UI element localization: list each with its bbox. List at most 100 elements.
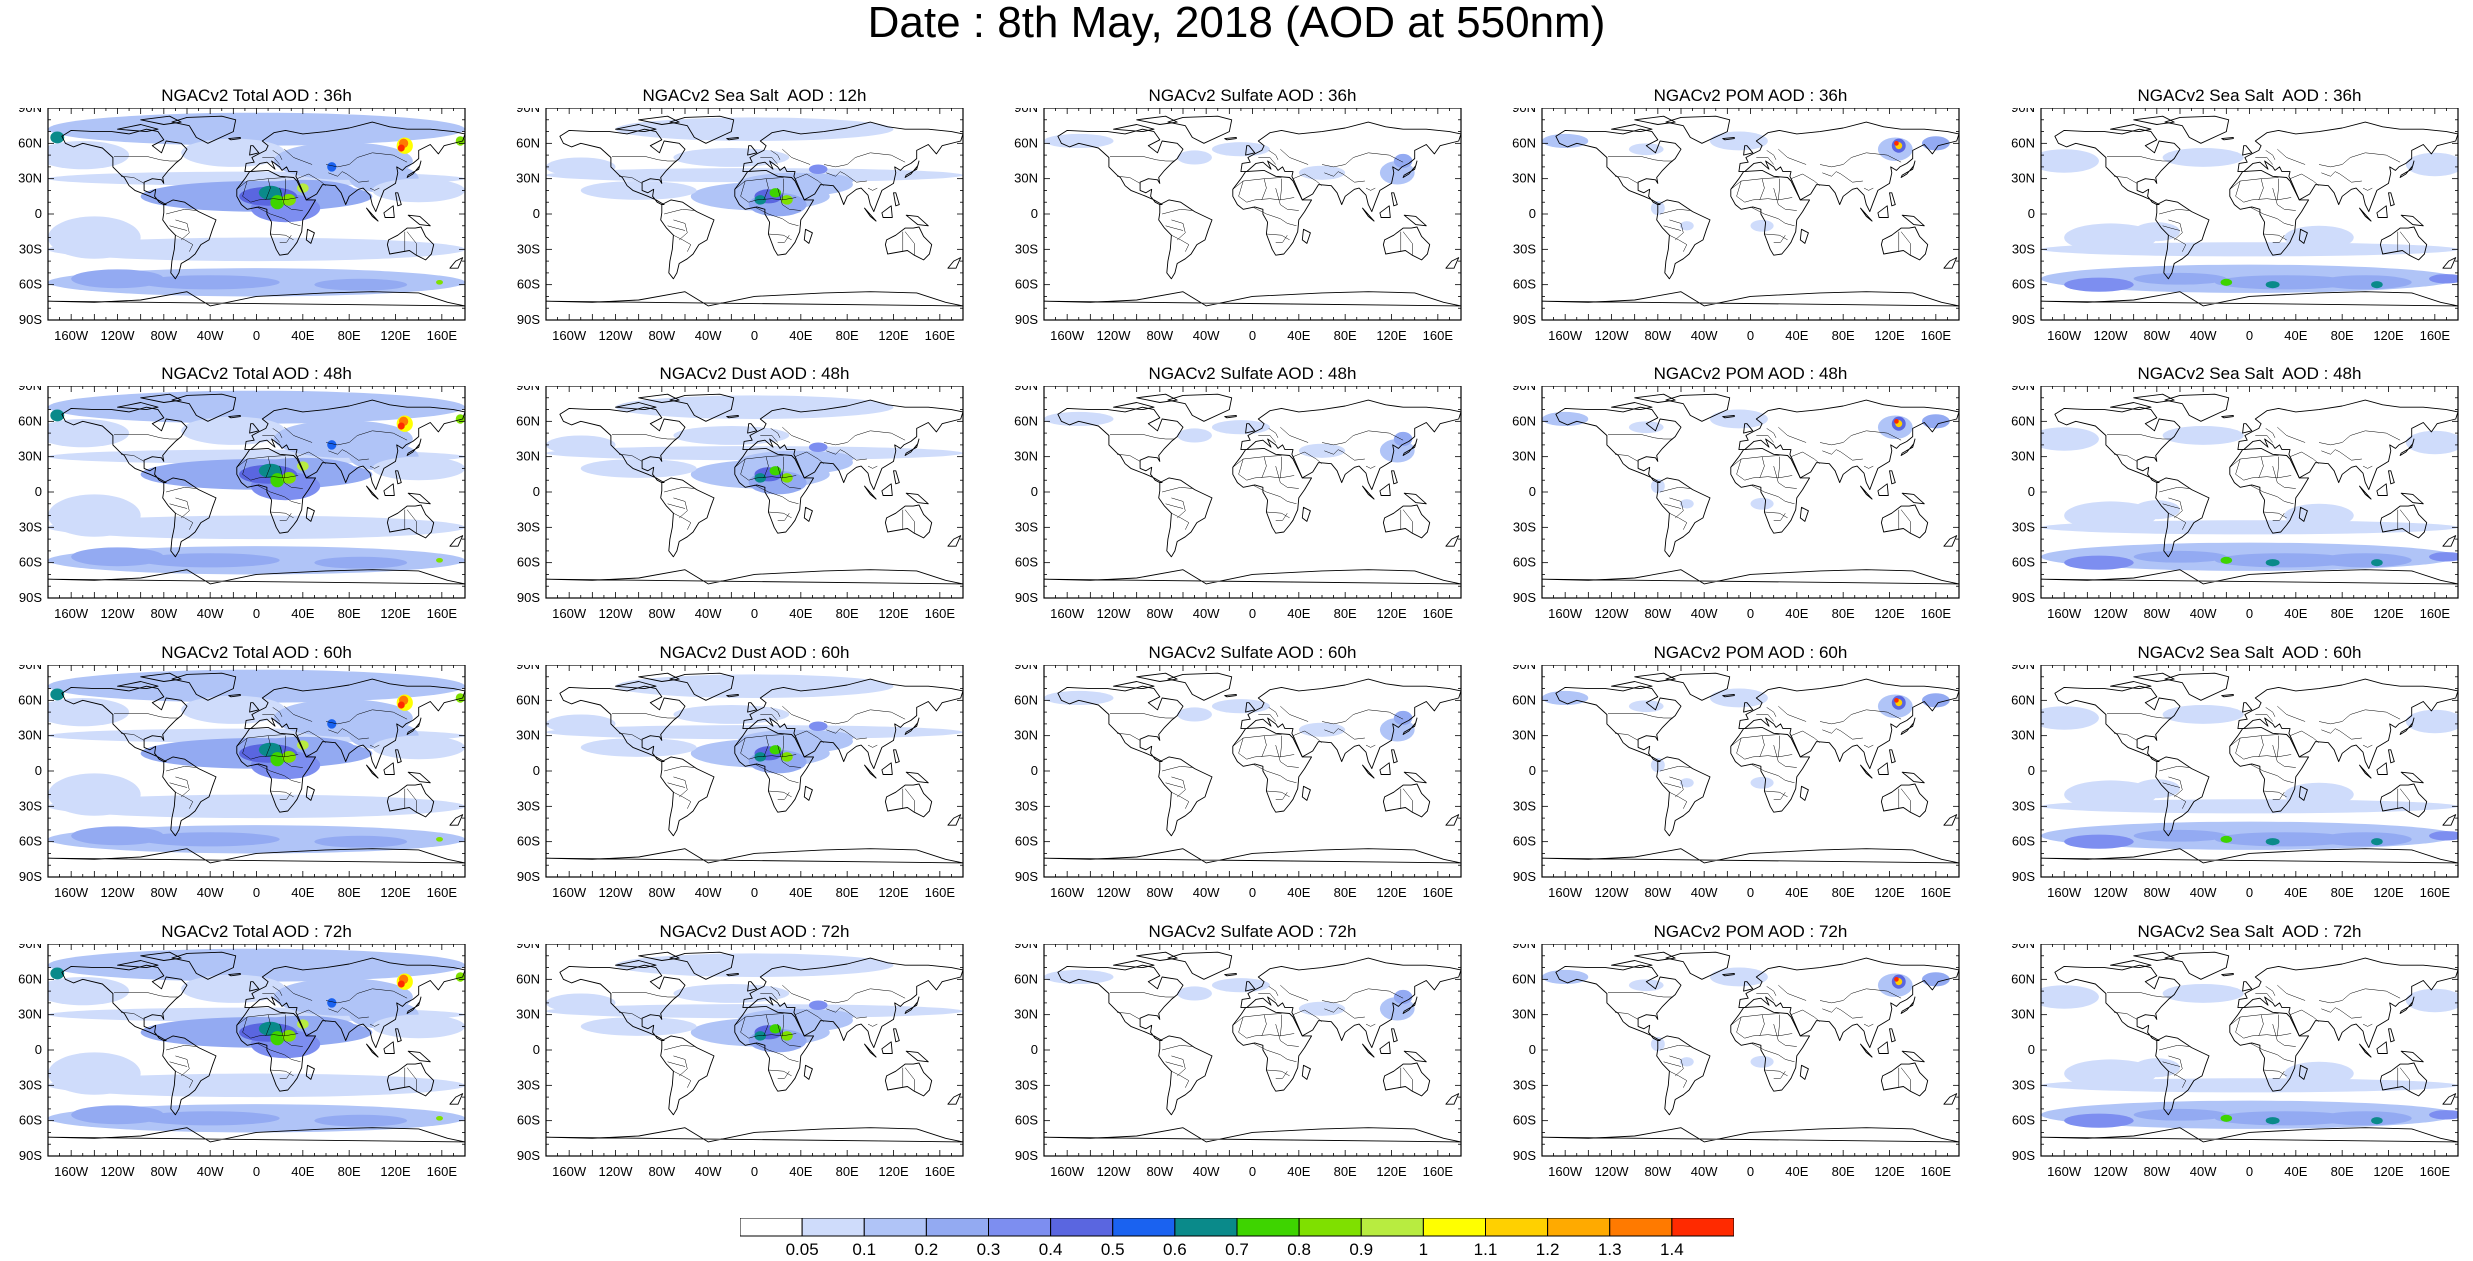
coastline xyxy=(669,672,735,701)
country-border xyxy=(236,734,286,747)
lon-tick-label: 160W xyxy=(54,328,89,343)
colorbar-label: 0.9 xyxy=(1349,1240,1373,1258)
country-border xyxy=(1261,1014,1267,1036)
country-border xyxy=(1759,735,1765,757)
coastline xyxy=(1634,115,1676,125)
coastline xyxy=(2298,1064,2308,1080)
country-border xyxy=(270,511,294,519)
lon-tick-label: 160E xyxy=(925,606,956,621)
panel-title: NGACv2 Sulfate AOD : 60h xyxy=(1148,643,1357,662)
aod-plume xyxy=(546,157,616,177)
country-border xyxy=(169,503,188,509)
country-border xyxy=(175,1055,190,1077)
coastline xyxy=(366,1043,379,1058)
country-border xyxy=(284,427,313,443)
coastline xyxy=(2221,136,2234,141)
panel-title: NGACv2 Total AOD : 60h xyxy=(161,643,352,662)
aod-plume xyxy=(1393,153,1413,169)
map-panel-sulfate: NGACv2 Sulfate AOD : 72h 90N 60N 30N 0 30S 60S… xyxy=(996,922,1501,1216)
country-border xyxy=(328,171,369,183)
country-border xyxy=(2265,986,2276,996)
coastline xyxy=(2237,121,2458,213)
coastline xyxy=(660,477,715,558)
coastline xyxy=(1382,783,1431,818)
country-border xyxy=(2168,234,2187,252)
country-border xyxy=(1669,791,1688,809)
country-border xyxy=(770,986,781,996)
lon-tick-label: 80W xyxy=(648,1164,675,1179)
lon-tick-label: 80E xyxy=(338,328,361,343)
aod-plume xyxy=(1298,443,1346,458)
lon-tick-label: 80W xyxy=(648,885,675,900)
coastline xyxy=(615,960,657,969)
lon-tick-label: 40E xyxy=(291,1164,314,1179)
lat-tick-label: 60S xyxy=(517,277,540,292)
country-border xyxy=(1669,1055,1684,1077)
coastline xyxy=(2110,402,2152,411)
aod-field xyxy=(48,386,465,598)
aod-plume xyxy=(2064,1113,2134,1128)
coastline xyxy=(1634,672,1676,682)
lon-tick-label: 80W xyxy=(648,328,675,343)
country-border xyxy=(236,177,286,190)
coastline xyxy=(1665,393,1731,422)
coastline xyxy=(61,406,188,484)
aod-plume xyxy=(372,456,465,481)
country-border xyxy=(1268,986,1279,996)
aod-plume xyxy=(2319,832,2412,847)
lon-tick-label: 120E xyxy=(1874,328,1905,343)
coastline xyxy=(2359,1043,2372,1058)
coastline xyxy=(2399,996,2415,1014)
country-border xyxy=(1268,707,1279,717)
coastline xyxy=(2054,406,2181,484)
country-border xyxy=(2168,776,2183,798)
lat-tick-label: 0 xyxy=(2028,1042,2035,1057)
coastline xyxy=(228,414,241,419)
country-border xyxy=(2107,713,2172,719)
country-border xyxy=(1736,1016,1793,1039)
country-border xyxy=(782,1014,784,1036)
country-border xyxy=(1819,988,1902,1004)
lon-tick-label: 40W xyxy=(197,1164,224,1179)
aod-plume xyxy=(2041,1078,2458,1093)
coastline xyxy=(2221,414,2234,419)
coastline xyxy=(1057,685,1184,763)
coastline xyxy=(1391,749,1398,764)
lon-tick-label: 120W xyxy=(1595,885,1630,900)
aod-plume xyxy=(1921,414,1950,429)
coastline xyxy=(1880,504,1929,539)
country-border xyxy=(768,1069,792,1077)
coastlines xyxy=(48,393,465,585)
country-border xyxy=(270,790,294,798)
lon-tick-label: 160E xyxy=(2420,1164,2451,1179)
country-border xyxy=(1778,1014,1780,1036)
country-border xyxy=(1669,1070,1688,1088)
country-border xyxy=(328,1007,369,1019)
coastline xyxy=(1445,257,1460,269)
country-border xyxy=(1324,728,1365,740)
country-border xyxy=(770,428,781,438)
coastline xyxy=(1799,506,1809,522)
country-border xyxy=(612,434,677,440)
aod-plume xyxy=(1709,131,1768,151)
lon-tick-label: 40W xyxy=(1691,328,1718,343)
country-border xyxy=(2255,435,2273,443)
coastline xyxy=(747,145,758,156)
coastline xyxy=(2237,399,2458,491)
aod-field xyxy=(546,386,963,598)
colorbar-swatch xyxy=(740,1218,803,1237)
coastline xyxy=(1057,406,1184,484)
country-border xyxy=(673,497,688,519)
lon-tick-label: 80W xyxy=(1146,606,1173,621)
coastline xyxy=(1555,128,1682,206)
country-border xyxy=(777,466,801,489)
colorbar-swatch xyxy=(1050,1218,1114,1237)
country-border xyxy=(1750,484,1795,505)
aod-plume xyxy=(2214,275,2354,290)
lon-tick-label: 80E xyxy=(836,606,859,621)
country-border xyxy=(1778,149,1807,165)
map-panel-seasalt: NGACv2 Sea Salt AOD : 36h 90N 60N 30N 0 30S 60… xyxy=(1993,86,2473,380)
coastline xyxy=(638,672,680,682)
lat-tick-label: 60N xyxy=(18,413,42,428)
country-border xyxy=(2277,427,2306,443)
